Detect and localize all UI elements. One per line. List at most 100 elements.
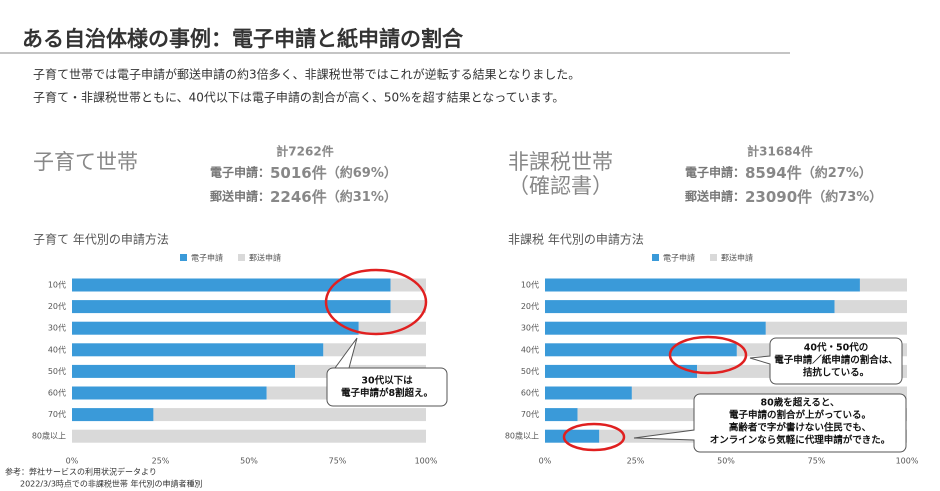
bar-segment xyxy=(545,321,766,335)
footnote: 2022/3/3時点での非課税世帯 年代別の申請者種別 xyxy=(20,479,202,489)
y-tick-label: 50代 xyxy=(521,366,539,376)
legend-swatch xyxy=(180,254,187,261)
count: 8594件 xyxy=(745,164,802,182)
bar-segment xyxy=(545,408,578,422)
y-tick-label: 40代 xyxy=(48,344,66,354)
bar-segment xyxy=(72,429,426,443)
bar-segment xyxy=(545,343,737,357)
bar-segment xyxy=(72,300,391,314)
bar-segment xyxy=(545,300,835,314)
annotation: 30代以下は xyxy=(361,375,413,387)
annotation: オンラインなら気軽に代理申請ができた。 xyxy=(710,434,891,446)
x-tick-label: 25% xyxy=(152,457,170,466)
legend-label: 電子申請 xyxy=(663,253,695,263)
annotation: 80歳を超えると、 xyxy=(760,397,839,409)
y-tick-label: 80歳以上 xyxy=(32,431,66,441)
bar-segment xyxy=(545,429,600,443)
count: 5016件 xyxy=(270,164,327,182)
x-tick-label: 75% xyxy=(808,457,826,466)
annotation: 電子申請／紙申請の割合は、 xyxy=(774,354,898,366)
legend-label: 郵送申請 xyxy=(249,253,281,263)
summary-title: （確認書） xyxy=(508,174,613,198)
legend-swatch xyxy=(652,254,659,261)
summary-label: 電子申請： xyxy=(685,165,745,180)
bar-segment xyxy=(72,408,154,422)
x-tick-label: 50% xyxy=(240,457,258,466)
y-tick-label: 30代 xyxy=(521,323,539,333)
summary-title: 子育て世帯 xyxy=(33,150,138,174)
bar-segment xyxy=(72,364,296,378)
annotation: 高齢者で字が書けない住民でも、 xyxy=(729,422,871,434)
callout-box xyxy=(749,337,903,385)
chart-title: 子育て 年代別の申請方法 xyxy=(33,232,169,247)
highlight-circle xyxy=(668,335,748,375)
summary-label: 電子申請： xyxy=(210,165,270,180)
callouts xyxy=(324,268,907,453)
x-tick-label: 0% xyxy=(539,457,552,466)
y-tick-label: 10代 xyxy=(521,280,539,290)
highlight-circle xyxy=(324,268,428,336)
share: （約69%） xyxy=(327,165,397,181)
share: （約73%） xyxy=(812,189,882,205)
bar-segment xyxy=(72,343,324,357)
legend-swatch xyxy=(710,254,717,261)
share: （約27%） xyxy=(802,165,872,181)
y-tick-label: 70代 xyxy=(48,409,66,419)
footnote: 参考：弊社サービスの利用状況データより xyxy=(5,467,157,477)
bar-segment xyxy=(834,300,907,314)
y-tick-label: 70代 xyxy=(521,409,539,419)
x-tick-label: 100% xyxy=(415,457,438,466)
summary-total: 計31684件 xyxy=(747,144,813,159)
bar-segment xyxy=(545,364,698,378)
bar-segment xyxy=(323,343,426,357)
lead-line: 子育て世帯では電子申請が郵送申請の約3倍多く、非課税世帯ではこれが逆転する結果と… xyxy=(33,67,580,82)
bar-segment xyxy=(153,408,427,422)
bar-segment xyxy=(545,278,860,292)
annotation: 電子申請の割合が上がっている。 xyxy=(729,409,871,421)
highlight-circle xyxy=(562,422,626,452)
x-tick-label: 75% xyxy=(329,457,347,466)
legend-swatch xyxy=(238,254,245,261)
y-tick-label: 20代 xyxy=(48,301,66,311)
y-tick-label: 20代 xyxy=(521,301,539,311)
bar-segment xyxy=(765,321,907,335)
y-tick-label: 10代 xyxy=(48,280,66,290)
summary-label: 郵送申請： xyxy=(210,189,270,204)
y-tick-label: 60代 xyxy=(48,388,66,398)
summary-value: 5016件（約69%） xyxy=(270,164,397,182)
legend-label: 電子申請 xyxy=(191,253,223,263)
bar-segment xyxy=(72,386,267,400)
bar-segment xyxy=(72,321,359,335)
count: 2246件 xyxy=(270,188,327,206)
summary-value: 8594件（約27%） xyxy=(745,164,872,182)
y-tick-label: 40代 xyxy=(521,344,539,354)
annotation: 電子申請が8割超え。 xyxy=(341,387,433,399)
y-tick-label: 30代 xyxy=(48,323,66,333)
lead-line: 子育て・非課税世帯ともに、40代以下は電子申請の割合が高く、50%を超す結果とな… xyxy=(33,90,564,105)
slide-title: ある自治体様の事例：電子申請と紙申請の割合 xyxy=(22,27,464,51)
y-tick-label: 80歳以上 xyxy=(505,431,539,441)
y-tick-label: 60代 xyxy=(521,388,539,398)
y-tick-label: 50代 xyxy=(48,366,66,376)
summary-title: 非課税世帯 xyxy=(508,150,613,174)
x-tick-label: 100% xyxy=(896,457,919,466)
legend-label: 郵送申請 xyxy=(721,253,753,263)
count: 23090件 xyxy=(745,188,812,206)
chart-title: 非課税 年代別の申請方法 xyxy=(508,232,644,247)
bar-segment xyxy=(72,278,391,292)
callout-box xyxy=(633,393,907,453)
summary-label: 郵送申請： xyxy=(685,189,745,204)
x-tick-label: 25% xyxy=(627,457,645,466)
share: （約31%） xyxy=(327,189,397,205)
x-tick-label: 50% xyxy=(717,457,735,466)
bar-segment xyxy=(390,278,426,292)
annotation: 40代・50代の xyxy=(804,342,868,354)
summary-value: 23090件（約73%） xyxy=(745,188,882,206)
callout-box xyxy=(326,337,448,407)
bar-segment xyxy=(859,278,907,292)
summary-total: 計7262件 xyxy=(276,144,333,159)
x-tick-label: 0% xyxy=(66,457,79,466)
annotation: 拮抗している。 xyxy=(803,367,869,379)
bar-segment xyxy=(390,300,426,314)
